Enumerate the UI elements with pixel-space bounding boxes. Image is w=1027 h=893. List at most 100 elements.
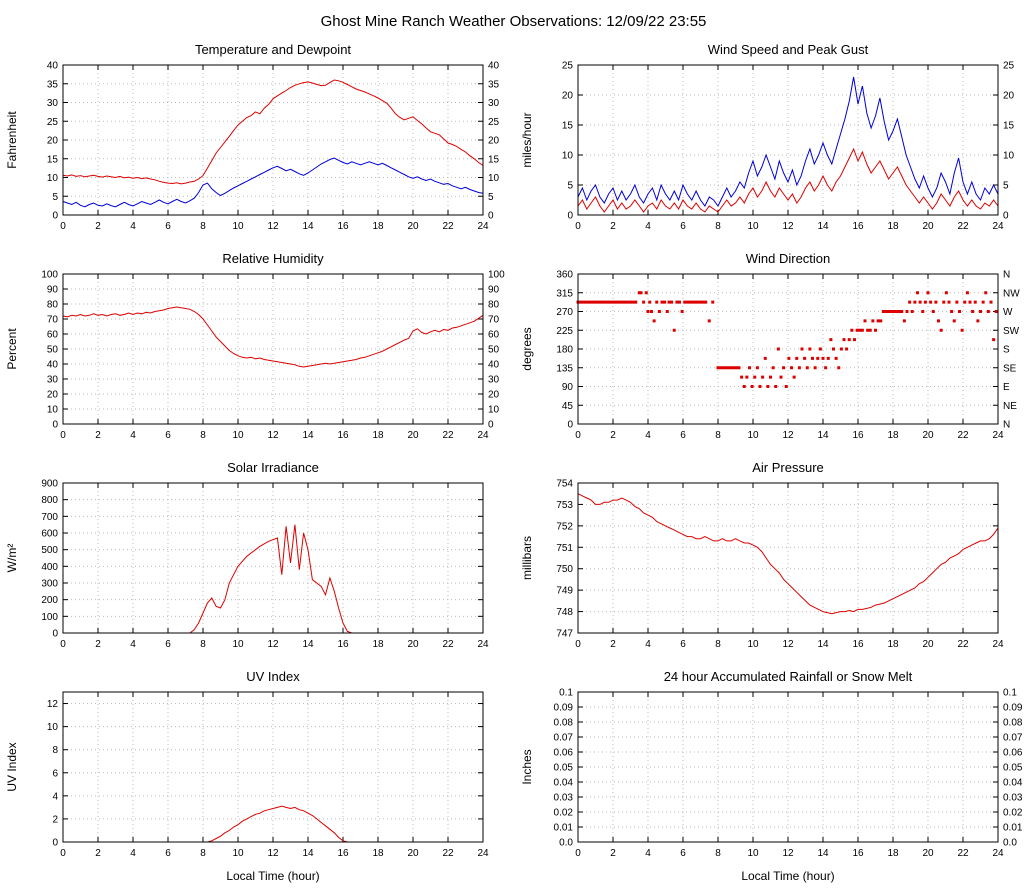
svg-text:degrees: degrees xyxy=(520,327,534,370)
svg-text:90: 90 xyxy=(488,285,500,296)
svg-text:40: 40 xyxy=(47,61,59,72)
svg-text:0.08: 0.08 xyxy=(1003,718,1023,729)
svg-text:12: 12 xyxy=(782,848,794,859)
svg-text:10: 10 xyxy=(747,848,759,859)
svg-text:0.09: 0.09 xyxy=(1003,703,1023,714)
svg-text:2: 2 xyxy=(95,848,101,859)
svg-text:10: 10 xyxy=(47,405,59,416)
svg-text:300: 300 xyxy=(41,579,58,590)
svg-text:25: 25 xyxy=(47,117,59,128)
svg-text:Fahrenheit: Fahrenheit xyxy=(5,111,19,169)
svg-text:2: 2 xyxy=(610,430,616,441)
svg-text:0: 0 xyxy=(52,420,58,431)
svg-text:0.06: 0.06 xyxy=(554,748,574,759)
svg-text:4: 4 xyxy=(130,221,136,232)
svg-text:10: 10 xyxy=(488,173,500,184)
svg-text:0.02: 0.02 xyxy=(554,808,574,819)
svg-text:8: 8 xyxy=(715,221,721,232)
svg-text:SW: SW xyxy=(1003,326,1020,337)
svg-text:60: 60 xyxy=(488,330,500,341)
svg-text:0: 0 xyxy=(1003,211,1009,222)
svg-text:754: 754 xyxy=(556,479,573,490)
svg-text:16: 16 xyxy=(852,430,864,441)
svg-text:700: 700 xyxy=(41,512,58,523)
svg-text:22: 22 xyxy=(442,221,454,232)
chart-rainfall-snowmelt: 0 2 4 6 8 10 12 14 16 18 20 22 24 0.0 0.0 0.01 0.01 0.02 0… xyxy=(518,666,1025,893)
svg-text:6: 6 xyxy=(680,848,686,859)
svg-text:25: 25 xyxy=(562,61,574,72)
svg-text:10: 10 xyxy=(747,221,759,232)
svg-text:22: 22 xyxy=(442,848,454,859)
svg-text:4: 4 xyxy=(645,221,651,232)
svg-text:2: 2 xyxy=(95,221,101,232)
svg-text:8: 8 xyxy=(200,848,206,859)
svg-text:18: 18 xyxy=(887,221,899,232)
svg-text:12: 12 xyxy=(47,699,59,710)
svg-text:30: 30 xyxy=(488,98,500,109)
svg-text:18: 18 xyxy=(887,639,899,650)
svg-text:0: 0 xyxy=(488,420,494,431)
svg-text:10: 10 xyxy=(232,221,244,232)
svg-text:225: 225 xyxy=(556,326,573,337)
svg-text:8: 8 xyxy=(715,430,721,441)
svg-text:12: 12 xyxy=(267,848,279,859)
svg-text:40: 40 xyxy=(488,61,500,72)
svg-text:SE: SE xyxy=(1003,363,1017,374)
svg-text:6: 6 xyxy=(680,221,686,232)
svg-text:Solar Irradiance: Solar Irradiance xyxy=(227,460,319,475)
svg-text:6: 6 xyxy=(680,639,686,650)
svg-text:180: 180 xyxy=(556,345,573,356)
charts-grid: 0 2 4 6 8 10 12 14 16 18 20 22 24 0 0 5 5 10 10 15 15 20 20 25 2… xyxy=(0,39,1027,893)
svg-text:0.1: 0.1 xyxy=(559,688,573,699)
svg-text:14: 14 xyxy=(302,639,314,650)
svg-text:4: 4 xyxy=(130,639,136,650)
svg-text:NE: NE xyxy=(1003,401,1017,412)
svg-text:Wind Speed and Peak Gust: Wind Speed and Peak Gust xyxy=(708,42,869,57)
svg-text:135: 135 xyxy=(556,363,573,374)
chart-wind-direction: 0 2 4 6 8 10 12 14 16 18 20 22 24 0 N 45 NE 90 E 135 SE 180 S 2… xyxy=(518,248,1025,451)
svg-text:Temperature and Dewpoint: Temperature and Dewpoint xyxy=(195,42,351,57)
svg-text:50: 50 xyxy=(47,345,59,356)
svg-text:10: 10 xyxy=(232,639,244,650)
svg-text:20: 20 xyxy=(47,136,59,147)
svg-text:270: 270 xyxy=(556,307,573,318)
svg-text:20: 20 xyxy=(922,430,934,441)
svg-text:25: 25 xyxy=(1003,61,1015,72)
svg-text:12: 12 xyxy=(267,430,279,441)
svg-text:24: 24 xyxy=(477,639,489,650)
svg-text:12: 12 xyxy=(267,221,279,232)
svg-text:0.04: 0.04 xyxy=(554,778,574,789)
svg-text:100: 100 xyxy=(41,612,58,623)
svg-text:10: 10 xyxy=(747,639,759,650)
svg-text:4: 4 xyxy=(130,848,136,859)
svg-text:600: 600 xyxy=(41,529,58,540)
svg-text:10: 10 xyxy=(562,151,574,162)
svg-text:6: 6 xyxy=(165,639,171,650)
svg-text:315: 315 xyxy=(556,288,573,299)
svg-text:4: 4 xyxy=(130,430,136,441)
svg-text:4: 4 xyxy=(52,791,58,802)
svg-text:0.01: 0.01 xyxy=(1003,823,1023,834)
svg-text:8: 8 xyxy=(52,745,58,756)
svg-text:0.03: 0.03 xyxy=(1003,793,1023,804)
svg-text:E: E xyxy=(1003,382,1010,393)
svg-text:500: 500 xyxy=(41,545,58,556)
svg-text:14: 14 xyxy=(817,639,829,650)
svg-text:0.04: 0.04 xyxy=(1003,778,1023,789)
svg-text:20: 20 xyxy=(488,390,500,401)
svg-text:0.05: 0.05 xyxy=(554,763,574,774)
svg-text:0.0: 0.0 xyxy=(559,838,573,849)
svg-text:5: 5 xyxy=(488,192,494,203)
svg-text:14: 14 xyxy=(302,430,314,441)
svg-text:20: 20 xyxy=(922,848,934,859)
chart-uv-index: 0 2 4 6 8 10 12 14 16 18 20 22 24 0 2 4 6 8 10 12 UV Index UV… xyxy=(3,666,510,893)
svg-text:4: 4 xyxy=(645,430,651,441)
svg-text:25: 25 xyxy=(488,117,500,128)
svg-text:30: 30 xyxy=(47,375,59,386)
svg-text:360: 360 xyxy=(556,270,573,281)
chart-wind-speed-peak-gust: 0 2 4 6 8 10 12 14 16 18 20 22 24 0 0 5 5 10 10 15 15 20 20 25 2… xyxy=(518,39,1025,242)
svg-text:60: 60 xyxy=(47,330,59,341)
svg-text:35: 35 xyxy=(47,79,59,90)
svg-text:18: 18 xyxy=(887,430,899,441)
svg-text:2: 2 xyxy=(95,430,101,441)
